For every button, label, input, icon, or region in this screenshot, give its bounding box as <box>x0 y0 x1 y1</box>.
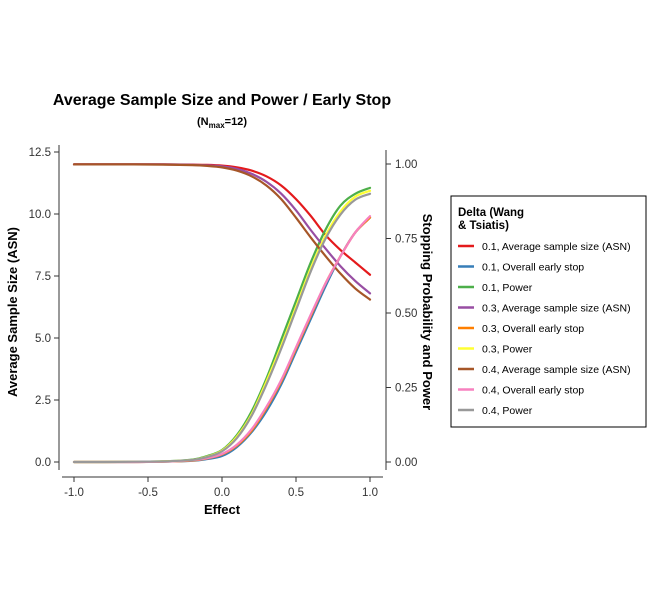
legend-label: 0.3, Average sample size (ASN) <box>482 303 631 315</box>
subtitle-subscript: max <box>209 121 226 130</box>
legend-item: 0.4, Average sample size (ASN) <box>458 364 631 376</box>
series-line-9 <box>72 192 372 464</box>
legend-label: 0.1, Overall early stop <box>482 262 584 274</box>
x-tick-label: 0.0 <box>214 487 230 499</box>
legend-item: 0.3, Average sample size (ASN) <box>458 303 631 315</box>
legend-item: 0.3, Power <box>458 344 533 356</box>
y-left-tick-label: 0.0 <box>35 457 51 469</box>
legend-label: 0.1, Average sample size (ASN) <box>482 241 631 253</box>
series-line-7 <box>72 163 372 301</box>
legend-label: 0.4, Overall early stop <box>482 385 584 397</box>
y-left-tick-label: 7.5 <box>35 271 51 283</box>
legend-item: 0.4, Overall early stop <box>458 385 584 397</box>
series-line-5 <box>72 216 372 464</box>
y-left-tick-label: 2.5 <box>35 395 51 407</box>
y-right-tick-label: 1.00 <box>395 159 417 171</box>
legend-label: 0.1, Power <box>482 282 533 294</box>
legend-label: 0.3, Overall early stop <box>482 323 584 335</box>
chart-title: Average Sample Size and Power / Early St… <box>53 92 391 109</box>
x-tick-label: 0.5 <box>288 487 304 499</box>
y-left-axis-title: Average Sample Size (ASN) <box>5 227 20 397</box>
series-line-8 <box>72 215 372 464</box>
y-left-tick-label: 12.5 <box>29 147 51 159</box>
legend-label: 0.4, Average sample size (ASN) <box>482 364 631 376</box>
legend: Delta (Wang & Tsiatis) 0.1, Average sampl… <box>450 195 647 428</box>
series-lines <box>72 163 372 464</box>
y-left-tick-label: 10.0 <box>29 209 51 221</box>
y-right-axis-title: Stopping Probability and Power <box>420 214 435 410</box>
x-tick-label: -1.0 <box>64 487 84 499</box>
y-right-tick-label: 0.50 <box>395 308 417 320</box>
x-axis-title: Effect <box>204 502 241 517</box>
legend-item: 0.3, Overall early stop <box>458 323 584 335</box>
legend-label: 0.4, Power <box>482 405 533 417</box>
x-tick-label: -0.5 <box>138 487 158 499</box>
series-line-3 <box>72 186 372 464</box>
y-right-tick-label: 0.75 <box>395 234 417 246</box>
chart-subtitle: (Nmax=12) <box>197 116 247 130</box>
y-left-tick-label: 5.0 <box>35 333 51 345</box>
y-right-tick-label: 0.25 <box>395 383 417 395</box>
subtitle-prefix: N <box>201 116 209 128</box>
legend-label: 0.3, Power <box>482 344 533 356</box>
legend-item: 0.1, Overall early stop <box>458 262 584 274</box>
subtitle-suffix: =12 <box>225 116 244 128</box>
legend-item: 0.1, Average sample size (ASN) <box>458 241 631 253</box>
legend-title: Delta (Wang & Tsiatis) <box>458 207 524 232</box>
legend-item: 0.1, Power <box>458 282 533 294</box>
x-tick-label: 1.0 <box>362 487 378 499</box>
axes: -1.0 -0.5 0.0 0.5 1.0 0.0 2.5 5.0 7.5 10.0 12.5 0.0… <box>29 145 417 499</box>
legend-item: 0.4, Power <box>458 405 533 417</box>
series-line-2 <box>72 216 372 464</box>
y-right-tick-label: 0.00 <box>395 457 417 469</box>
legend-items: 0.1, Average sample size (ASN) 0.1, Overa… <box>458 241 631 417</box>
series-line-1 <box>72 163 372 276</box>
legend-box <box>450 195 647 428</box>
